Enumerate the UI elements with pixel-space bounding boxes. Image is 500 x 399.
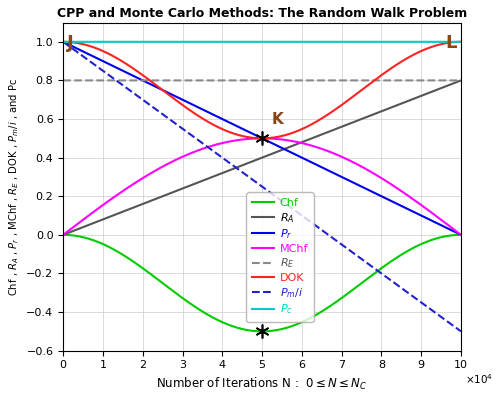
Text: $\times10^4$: $\times10^4$ <box>465 372 493 386</box>
Title: CPP and Monte Carlo Methods: The Random Walk Problem: CPP and Monte Carlo Methods: The Random … <box>57 7 467 20</box>
X-axis label: Number of Iterations N :  $0 \leq N \leq N_C$: Number of Iterations N : $0 \leq N \leq … <box>156 376 368 392</box>
Legend: Chf, $R_A$, $P_r$, MChf, $R_E$, DOK, $P_m / i$, $P_c$: Chf, $R_A$, $P_r$, MChf, $R_E$, DOK, $P_… <box>246 192 314 322</box>
Y-axis label: Chf , $R_A$ , $P_r$ , MChf , $R_E$ , DOK , $P_m / i$ , and Pc: Chf , $R_A$ , $P_r$ , MChf , $R_E$ , DOK… <box>7 77 20 296</box>
Text: L: L <box>446 34 457 52</box>
Text: K: K <box>272 112 284 127</box>
Text: J: J <box>67 34 74 52</box>
